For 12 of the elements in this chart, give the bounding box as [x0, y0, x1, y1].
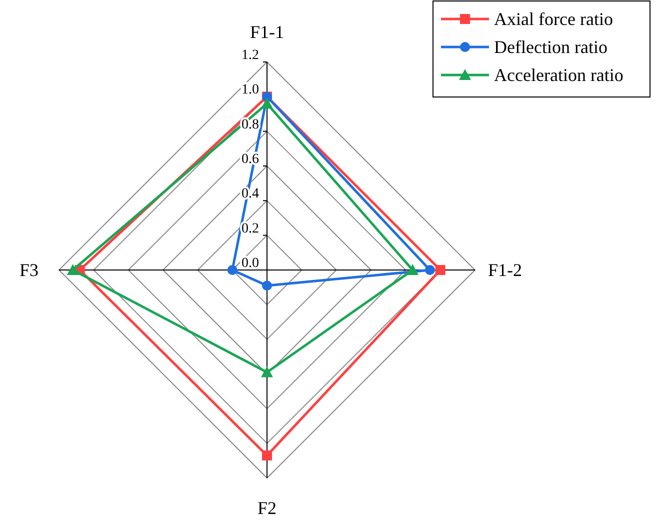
- y-tick-label: 0.2: [242, 221, 259, 236]
- y-tick-label: 0.0: [242, 256, 259, 271]
- spoke-label: F1-1: [250, 22, 284, 42]
- legend-label: Acceleration ratio: [494, 65, 624, 85]
- legend-label: Deflection ratio: [494, 37, 608, 57]
- spoke-label: F3: [19, 260, 39, 280]
- legend-label: Axial force ratio: [494, 9, 613, 29]
- y-tick-label: 0.8: [242, 117, 259, 132]
- y-tick-label: 1.2: [242, 48, 259, 63]
- y-tick-label: 1.0: [242, 82, 259, 98]
- spoke-label: F2: [257, 498, 277, 518]
- spoke-label: F1-2: [488, 260, 522, 280]
